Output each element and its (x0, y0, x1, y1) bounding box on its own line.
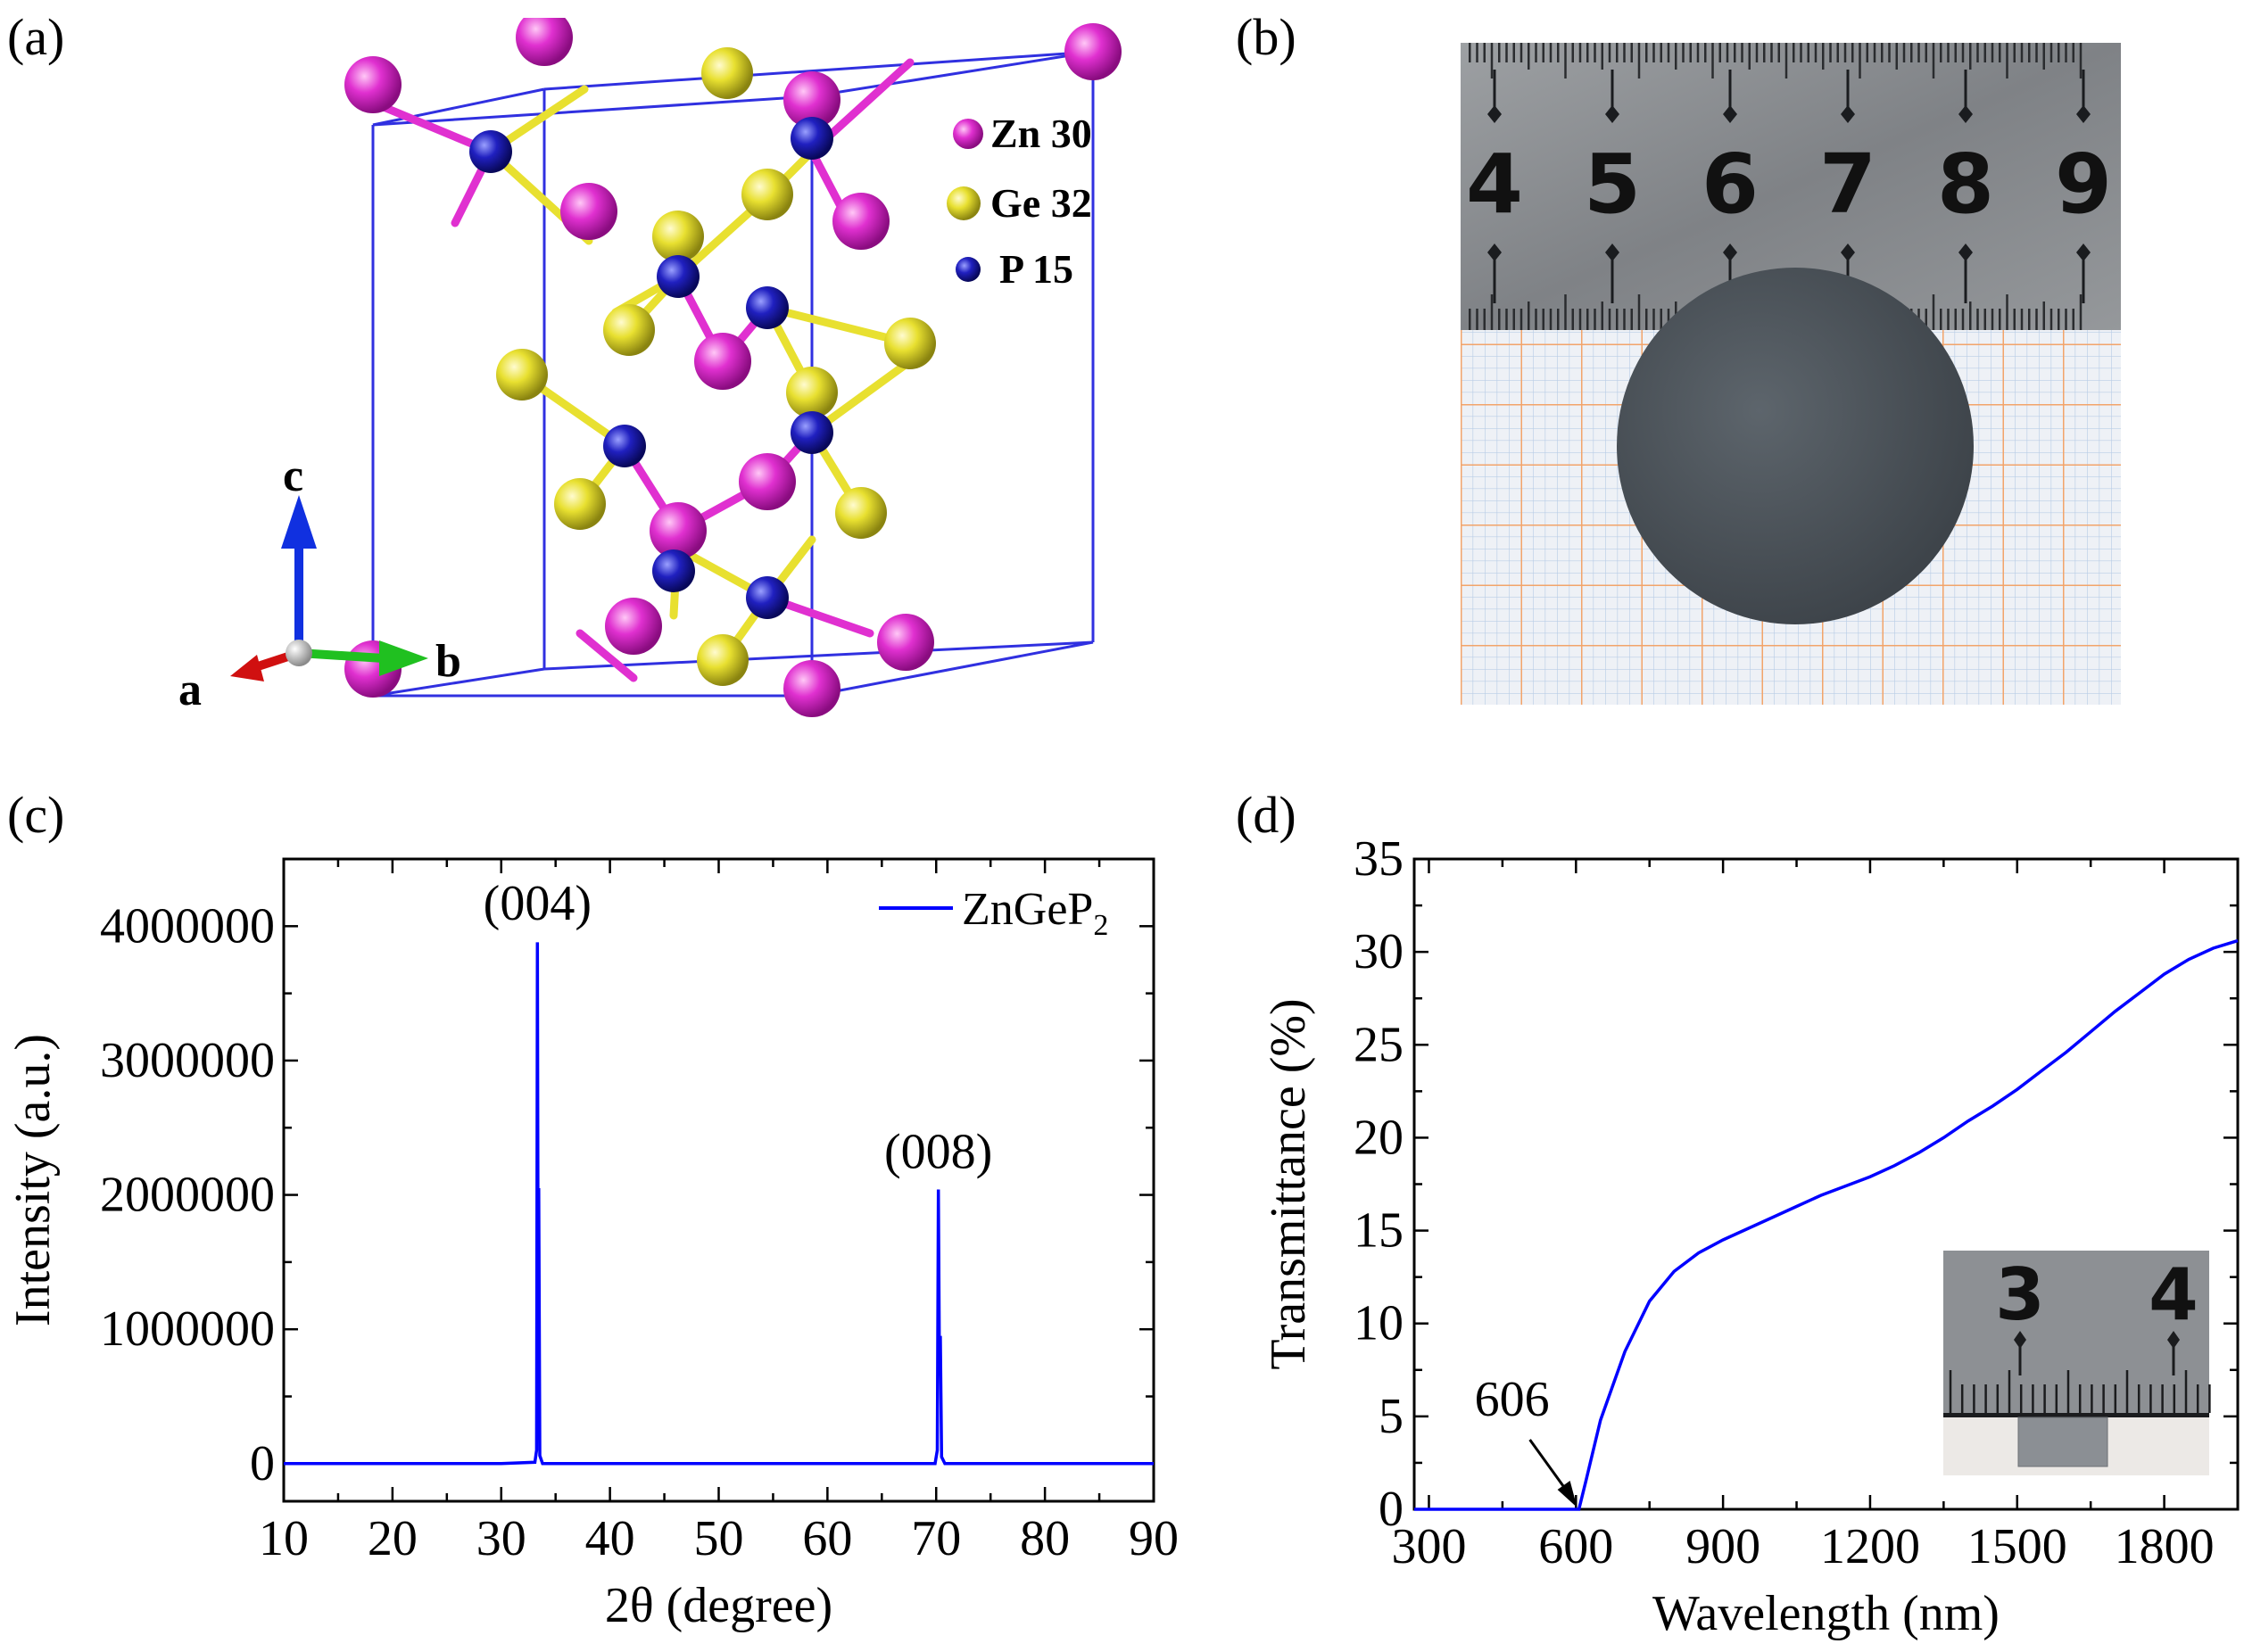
unit-cell (371, 50, 1095, 698)
xrd-x-tick-label: 70 (911, 1511, 961, 1566)
panel-label-c: (c) (7, 786, 65, 844)
ruler-number: 8 (1937, 136, 1994, 232)
crystal-structure-figure: Zn 30 Ge 32 P 15 c b a (178, 18, 1122, 717)
legend-ge-label: Ge 32 (990, 180, 1092, 226)
ruler-diamond-bottom (1841, 244, 1855, 261)
cutoff-arrow-head (1557, 1481, 1577, 1507)
legend-p-label: P 15 (999, 246, 1073, 292)
xrd-x-tick-label: 90 (1129, 1511, 1179, 1566)
xrd-legend-name: ZnGeP (962, 884, 1093, 935)
xrd-x-tick-label: 60 (802, 1511, 852, 1566)
axis-c-label: c (283, 450, 303, 501)
transmittance-x-tick-label: 1200 (1820, 1519, 1920, 1574)
transmittance-y-tick-label: 35 (1354, 831, 1404, 887)
transmittance-x-tick-label: 1500 (1967, 1519, 2067, 1574)
inset-ruler-diamond (2167, 1331, 2180, 1349)
ruler-diamond-top (1487, 105, 1502, 123)
inset-ruler-number: 4 (2149, 1253, 2198, 1336)
ruler-diamond-top (2076, 105, 2091, 123)
panel-label-b: (b) (1236, 8, 1296, 66)
axis-b-label: b (435, 636, 461, 687)
panel-label-d: (d) (1236, 786, 1296, 844)
transmittance-x-tick-label: 1800 (2115, 1519, 2215, 1574)
ruler-diamond-bottom (1605, 244, 1619, 261)
panel-label-a: (a) (7, 8, 65, 66)
ruler-diamond-bottom (1487, 244, 1502, 261)
bonds (368, 58, 915, 682)
transmittance-y-tick-label: 10 (1354, 1296, 1404, 1351)
transmittance-x-tick-label: 900 (1685, 1519, 1760, 1574)
transmittance-y-tick-label: 25 (1354, 1017, 1404, 1072)
transmittance-y-tick-label: 0 (1379, 1482, 1404, 1537)
cutoff-wavelength-label: 606 (1475, 1372, 1550, 1427)
xrd-plot-frame (282, 857, 1155, 1503)
legend-zn-marker (953, 119, 983, 149)
ruler-number: 7 (1819, 136, 1876, 232)
xrd-peak-label: (008) (884, 1124, 992, 1179)
xrd-series-line (284, 942, 1154, 1466)
ruler-diamond-top (1723, 105, 1737, 123)
ruler-diamond-bottom (1723, 244, 1737, 261)
inset-ruler-number: 3 (1995, 1253, 2045, 1336)
transmittance-x-tick-label: 300 (1391, 1519, 1466, 1574)
xrd-y-tick-label: 0 (250, 1436, 275, 1491)
legend-p-marker (956, 257, 981, 282)
xrd-legend: ZnGeP2 (879, 884, 1108, 942)
ruler-diamond-top (1841, 105, 1855, 123)
ruler-number: 4 (1466, 136, 1523, 232)
xrd-peak-label: (004) (484, 876, 592, 931)
xrd-x-tick-label: 80 (1020, 1511, 1070, 1566)
transmittance-series-line (1414, 938, 2239, 1511)
inset-ruler-diamond (2014, 1331, 2026, 1349)
xrd-x-axis-label: 2θ (degree) (605, 1578, 832, 1633)
xrd-x-tick-label: 30 (476, 1511, 526, 1566)
sample-wafer (1617, 268, 1974, 624)
ruler-number: 9 (2055, 136, 2112, 232)
xrd-y-axis-label: Intensity (a.u.) (5, 1034, 61, 1326)
transmittance-y-tick-label: 5 (1379, 1389, 1404, 1444)
ruler-number: 6 (1702, 136, 1759, 232)
xrd-y-tick-label: 3000000 (100, 1033, 275, 1088)
inset-ruler-edge (1943, 1413, 2209, 1417)
xrd-x-tick-label: 40 (585, 1511, 635, 1566)
transmittance-y-tick-label: 20 (1354, 1110, 1404, 1165)
ruler-diamond-bottom (2076, 244, 2091, 261)
ruler-diamond-bottom (1958, 244, 1973, 261)
xrd-y-tick-label: 1000000 (100, 1301, 275, 1357)
transmittance-x-axis-label: Wavelength (nm) (1652, 1586, 2000, 1641)
xrd-chart: 10 20 30 40 50 60 70 80 90 0 1000000 2000000 3000000… (5, 857, 1179, 1633)
ruler-number: 5 (1584, 136, 1641, 232)
axis-triad: c b a (178, 450, 461, 715)
xrd-x-tick-label: 10 (259, 1511, 309, 1566)
xrd-y-tick-label: 4000000 (100, 898, 275, 954)
xrd-x-tick-label: 50 (694, 1511, 744, 1566)
ruler-diamond-top (1958, 105, 1973, 123)
legend-zn-label: Zn 30 (990, 111, 1092, 156)
legend-ge-marker (947, 186, 981, 220)
xrd-legend-label: ZnGeP2 (962, 884, 1108, 942)
axis-a-label: a (178, 665, 202, 715)
inset-sample (2017, 1417, 2108, 1467)
atoms (344, 18, 1122, 717)
ruler-diamond-top (1605, 105, 1619, 123)
xrd-legend-subscript: 2 (1093, 909, 1108, 942)
transmittance-y-axis-label: Transmittance (%) (1261, 998, 1316, 1369)
xrd-y-tick-label: 2000000 (100, 1168, 275, 1223)
transmittance-y-tick-label: 30 (1354, 924, 1404, 979)
xrd-x-tick-label: 20 (368, 1511, 418, 1566)
structure-legend: Zn 30 Ge 32 P 15 (947, 111, 1092, 292)
transmittance-x-tick-label: 600 (1538, 1519, 1613, 1574)
transmittance-y-tick-label: 15 (1354, 1203, 1404, 1259)
